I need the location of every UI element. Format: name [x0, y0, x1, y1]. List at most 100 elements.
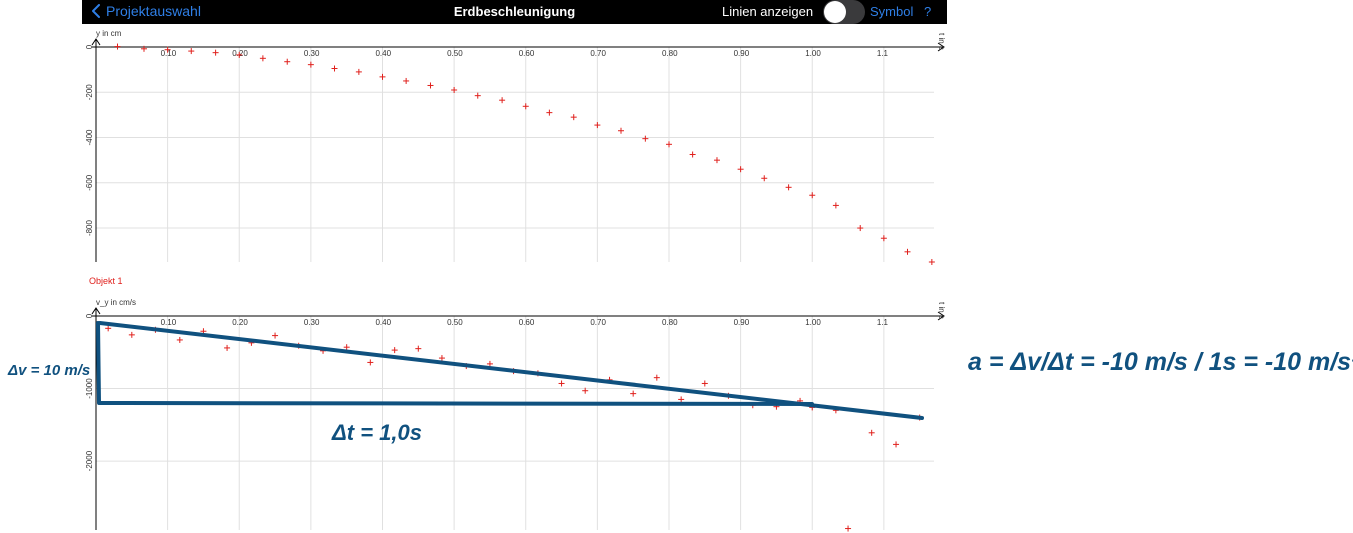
x-tick-label: 0.50 — [447, 49, 463, 58]
x-tick-label: 1.1 — [877, 49, 889, 58]
data-point — [307, 61, 314, 68]
data-point — [701, 380, 708, 387]
velocity-chart-ticks: 0.10 0.20 0.30 0.40 0.50 0.60 0.70 0.80 0.90 1.00… — [85, 313, 889, 471]
x-tick-label: 0.70 — [590, 49, 606, 58]
velocity-chart-y-label: v_y in cm/s — [96, 298, 136, 307]
data-point — [427, 82, 434, 89]
data-point — [522, 103, 529, 110]
symbol-button[interactable]: Symbol — [870, 4, 914, 19]
help-button[interactable]: ? — [924, 4, 932, 19]
x-tick-label: 0.80 — [662, 49, 678, 58]
data-point — [188, 48, 195, 55]
data-point — [451, 87, 458, 93]
data-point — [331, 65, 338, 72]
data-point — [868, 429, 875, 436]
position-chart-ticks: 0.10 0.20 0.30 0.40 0.50 0.60 0.70 0.80 0.90 1.00… — [85, 44, 889, 236]
lines-toggle[interactable] — [823, 0, 865, 24]
data-point — [809, 192, 816, 199]
x-tick-label: 0.10 — [161, 318, 177, 327]
data-point — [665, 141, 672, 148]
data-point — [678, 396, 685, 403]
data-point — [355, 68, 362, 75]
data-point — [594, 122, 601, 129]
data-point — [284, 58, 291, 65]
x-tick-label: 0.40 — [375, 318, 391, 327]
y-tick-label: -200 — [85, 84, 94, 101]
x-tick-label: 0.70 — [590, 318, 606, 327]
data-point — [403, 77, 410, 84]
data-point — [176, 336, 183, 343]
x-tick-label: 0.20 — [232, 49, 248, 58]
acceleration-formula-annotation: a = Δv/Δt = -10 m/s / 1s = -10 m/s² — [968, 348, 1353, 376]
slope-triangle-annotation — [96, 321, 924, 420]
lines-toggle-label: Linien anzeigen — [722, 4, 814, 19]
data-point — [486, 360, 493, 367]
x-axis-arrow — [937, 311, 945, 321]
position-chart-grid — [96, 47, 934, 262]
y-tick-label: 0 — [85, 44, 94, 49]
y-tick-label: -400 — [85, 129, 94, 146]
x-tick-label: 0.90 — [734, 318, 750, 327]
position-chart-axes — [91, 38, 945, 262]
velocity-chart-x-label: t in s — [937, 302, 946, 319]
data-point — [857, 225, 864, 232]
x-tick-label: 0.60 — [519, 49, 535, 58]
velocity-chart-axes — [91, 307, 945, 530]
data-point — [212, 49, 219, 56]
data-point — [415, 345, 422, 352]
data-point — [653, 374, 660, 381]
y-tick-label: 0 — [85, 313, 94, 318]
x-axis-arrow — [937, 42, 945, 52]
x-tick-label: 0.20 — [232, 318, 248, 327]
navigation-bar: Projektauswahl Erdbeschleunigung Linien … — [82, 0, 947, 24]
back-button[interactable]: Projektauswahl — [92, 3, 201, 19]
data-point — [546, 109, 553, 116]
data-point — [689, 151, 696, 158]
velocity-chart-points — [105, 325, 923, 532]
data-point — [224, 344, 231, 351]
y-tick-label: -1000 — [85, 378, 94, 399]
data-point — [880, 235, 887, 242]
x-tick-label: 0.80 — [662, 318, 678, 327]
data-point — [474, 92, 481, 99]
data-point — [272, 332, 279, 339]
data-point — [570, 114, 577, 121]
position-chart-points — [114, 43, 935, 265]
data-point — [379, 73, 386, 80]
x-tick-label: 0.30 — [304, 318, 320, 327]
x-tick-label: 0.10 — [161, 49, 177, 58]
data-point — [845, 525, 852, 532]
back-button-label: Projektauswahl — [106, 3, 201, 19]
x-tick-label: 0.60 — [519, 318, 535, 327]
data-point — [367, 359, 374, 366]
y-tick-label: -600 — [85, 174, 94, 191]
data-point — [582, 387, 589, 394]
y-axis-arrow — [91, 38, 101, 46]
x-tick-label: 1.1 — [877, 318, 889, 327]
velocity-chart: 0.10 0.20 0.30 0.40 0.50 0.60 0.70 0.80 0.90 1.00… — [85, 298, 946, 532]
data-point — [893, 441, 900, 448]
x-tick-label: 1.00 — [805, 318, 821, 327]
x-tick-label: 1.00 — [805, 49, 821, 58]
data-point — [128, 331, 135, 338]
data-point — [928, 259, 935, 265]
data-point — [343, 344, 350, 351]
x-tick-label: 0.40 — [375, 49, 391, 58]
delta-v-annotation: Δv = 10 m/s — [7, 362, 90, 379]
data-point — [761, 175, 768, 182]
data-point — [832, 202, 839, 209]
x-tick-label: 0.30 — [304, 49, 320, 58]
y-tick-label: -800 — [85, 219, 94, 236]
data-point — [904, 248, 911, 255]
data-point — [558, 380, 565, 387]
data-point — [259, 55, 266, 62]
velocity-chart-grid — [96, 316, 934, 530]
data-point — [713, 157, 720, 164]
data-point — [105, 325, 112, 332]
object-label[interactable]: Objekt 1 — [89, 276, 123, 286]
data-point — [164, 46, 171, 53]
chevron-left-icon — [92, 4, 100, 18]
toggle-knob — [824, 1, 846, 23]
position-chart: 0.10 0.20 0.30 0.40 0.50 0.60 0.70 0.80 0.90 1.00… — [85, 29, 946, 265]
